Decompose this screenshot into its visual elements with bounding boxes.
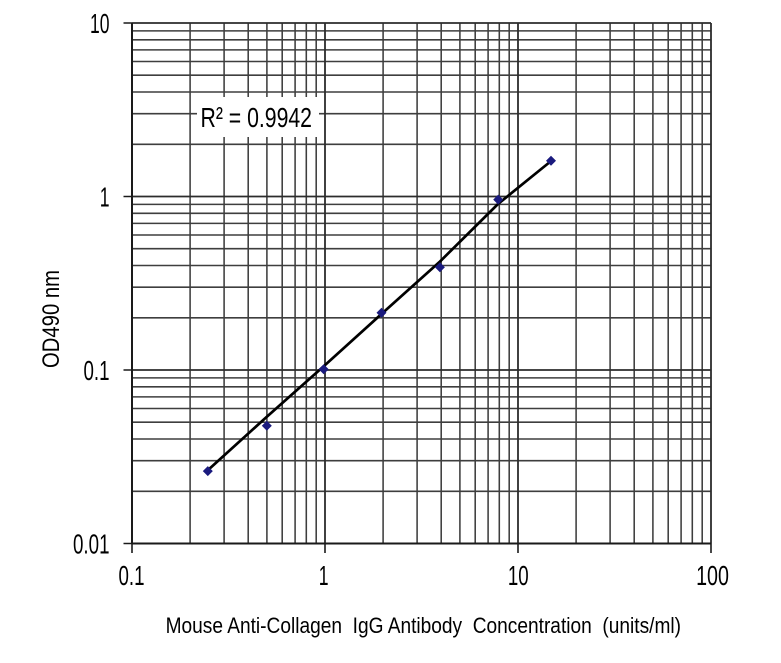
svg-text:0.1: 0.1 xyxy=(84,355,110,386)
svg-text:10: 10 xyxy=(90,8,110,39)
svg-text:10: 10 xyxy=(508,560,529,591)
svg-text:OD490 nm: OD490 nm xyxy=(39,270,65,368)
svg-text:100: 100 xyxy=(696,560,729,591)
svg-text:R² = 0.9942: R² = 0.9942 xyxy=(201,102,313,133)
svg-text:1: 1 xyxy=(100,181,110,212)
svg-text:Mouse Anti-Collagen IgG Antib: Mouse Anti-Collagen IgG Antibody Concent… xyxy=(166,613,681,638)
svg-text:1: 1 xyxy=(319,560,329,591)
svg-text:0.1: 0.1 xyxy=(119,560,145,591)
svg-text:0.01: 0.01 xyxy=(73,528,110,559)
